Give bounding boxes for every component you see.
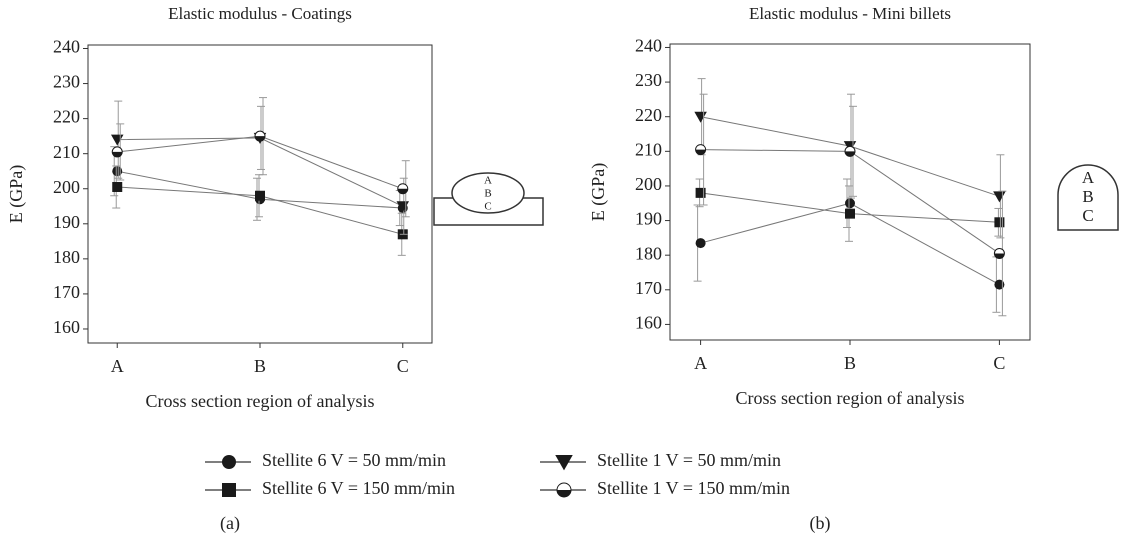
marker-shape xyxy=(994,253,1005,259)
y-tick-label: 170 xyxy=(53,282,80,302)
schematic-label: B xyxy=(1082,187,1093,206)
marker-shape xyxy=(994,217,1005,228)
schematic-label: C xyxy=(1082,206,1093,225)
marker xyxy=(397,183,409,195)
y-axis-label: E (GPa) xyxy=(6,165,27,223)
marker xyxy=(556,482,572,498)
schematic-label: B xyxy=(484,188,491,200)
plot-frame xyxy=(669,43,1031,341)
marker xyxy=(993,191,1006,203)
marker xyxy=(555,455,573,471)
y-tick-label: 180 xyxy=(635,243,662,263)
y-tick-label: 200 xyxy=(53,177,80,197)
x-tick-label: A xyxy=(694,353,707,373)
x-tick-label: B xyxy=(844,353,856,373)
schematic-label: A xyxy=(1082,168,1095,187)
schematic-shape xyxy=(451,172,525,214)
marker-shape xyxy=(845,198,855,209)
schematic-shape xyxy=(1057,164,1119,231)
y-axis-label: E (GPa) xyxy=(588,163,609,221)
y-tick-label: 190 xyxy=(635,209,662,229)
marker-shape xyxy=(397,188,408,194)
marker xyxy=(254,130,266,142)
marker-shape xyxy=(110,134,124,146)
marker xyxy=(844,145,856,157)
marker-shape xyxy=(845,208,855,219)
legend-label: Stellite 1 V = 50 mm/min xyxy=(597,450,781,470)
legend-label: Stellite 6 V = 50 mm/min xyxy=(262,450,446,470)
y-tick-label: 220 xyxy=(53,107,80,127)
marker xyxy=(110,134,124,146)
marker-shape xyxy=(555,455,573,471)
marker xyxy=(695,238,706,249)
marker xyxy=(222,483,236,497)
legend-label: Stellite 1 V = 150 mm/min xyxy=(597,478,790,498)
marker xyxy=(845,198,855,209)
marker-shape xyxy=(695,149,706,155)
marker-shape xyxy=(222,455,236,469)
schematic-label: C xyxy=(484,201,491,213)
chart-title: Elastic modulus - Mini billets xyxy=(749,4,951,23)
x-tick-label: C xyxy=(397,356,409,376)
marker xyxy=(994,217,1005,228)
y-tick-label: 210 xyxy=(635,139,662,159)
y-tick-label: 190 xyxy=(53,212,80,232)
marker-shape xyxy=(695,238,706,249)
x-axis-label: Cross section region of analysis xyxy=(736,388,965,408)
marker xyxy=(222,455,236,469)
marker-shape xyxy=(255,190,265,201)
y-tick-label: 170 xyxy=(635,278,662,298)
marker xyxy=(695,144,707,156)
y-tick-label: 210 xyxy=(53,142,80,162)
series-line xyxy=(117,135,403,190)
marker xyxy=(845,208,855,219)
marker xyxy=(695,187,706,198)
marker-shape xyxy=(557,490,571,497)
y-tick-label: 230 xyxy=(635,70,662,90)
marker-shape xyxy=(695,187,706,198)
y-tick-label: 160 xyxy=(635,313,662,333)
y-tick-label: 230 xyxy=(53,72,80,92)
y-tick-label: 200 xyxy=(635,174,662,194)
marker xyxy=(255,190,265,201)
panel-label: (b) xyxy=(810,513,831,534)
marker-shape xyxy=(222,483,236,497)
marker xyxy=(111,146,123,158)
y-tick-label: 180 xyxy=(53,247,80,267)
x-tick-label: B xyxy=(254,356,266,376)
legend-label: Stellite 6 V = 150 mm/min xyxy=(262,478,455,498)
x-axis-label: Cross section region of analysis xyxy=(146,391,375,411)
chart-title: Elastic modulus - Coatings xyxy=(168,4,352,23)
y-tick-label: 240 xyxy=(635,36,662,56)
marker-shape xyxy=(845,151,855,157)
marker-shape xyxy=(112,151,123,157)
schematic-label: A xyxy=(484,175,492,187)
y-tick-label: 220 xyxy=(635,105,662,125)
marker-shape xyxy=(993,191,1006,203)
y-tick-label: 160 xyxy=(53,317,80,337)
marker-shape xyxy=(112,181,123,192)
y-tick-label: 240 xyxy=(53,37,80,57)
marker-shape xyxy=(255,136,265,142)
x-tick-label: C xyxy=(993,353,1005,373)
x-tick-label: A xyxy=(111,356,124,376)
panel-label: (a) xyxy=(220,513,240,534)
marker xyxy=(993,247,1005,259)
marker xyxy=(112,181,123,192)
